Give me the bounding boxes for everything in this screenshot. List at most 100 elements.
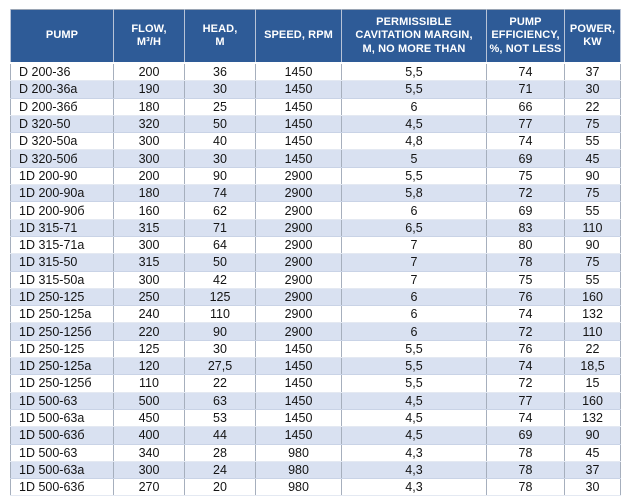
efficiency-cell: 78 <box>486 444 565 462</box>
head-cell: 110 <box>184 305 256 324</box>
cavitation-margin-cell: 6 <box>341 288 487 307</box>
head-cell: 50 <box>184 115 256 134</box>
head-cell: 27,5 <box>184 357 256 376</box>
cavitation-margin-cell: 6 <box>341 201 487 220</box>
power-cell: 37 <box>564 461 621 480</box>
cavitation-margin-cell: 5,5 <box>341 340 487 359</box>
power-cell: 132 <box>564 409 621 428</box>
speed-cell: 1450 <box>255 63 342 82</box>
table-row: D 200-36б 180 25 1450 6 66 22 <box>10 98 621 116</box>
column-header-head: HEAD, M <box>184 9 256 64</box>
flow-cell: 250 <box>113 288 185 307</box>
speed-cell: 1450 <box>255 374 342 393</box>
table-row: 1D 250-125б 220 90 2900 6 72 110 <box>10 322 621 341</box>
efficiency-cell: 74 <box>486 132 565 151</box>
head-cell: 22 <box>184 374 256 393</box>
cavitation-margin-cell: 7 <box>341 236 487 255</box>
flow-cell: 315 <box>113 253 185 272</box>
pump-cell: 1D 500-63 <box>10 392 114 410</box>
flow-cell: 450 <box>113 409 185 428</box>
efficiency-cell: 74 <box>486 305 565 324</box>
power-cell: 30 <box>564 478 621 497</box>
table-row: 1D 250-125a 120 27,5 1450 5,5 74 18,5 <box>10 357 621 376</box>
pump-cell: 1D 500-63 <box>10 444 114 462</box>
table-header: PUMP FLOW, M³/H HEAD, M SPEED, RPM PERMI… <box>10 9 621 64</box>
cavitation-margin-cell: 4,3 <box>341 478 487 497</box>
table-row: 1D 315-50 315 50 2900 7 78 75 <box>10 253 621 272</box>
head-cell: 24 <box>184 461 256 480</box>
cavitation-margin-cell: 4,5 <box>341 115 487 134</box>
power-cell: 55 <box>564 132 621 151</box>
efficiency-cell: 80 <box>486 236 565 255</box>
flow-cell: 110 <box>113 374 185 393</box>
cavitation-margin-cell: 4,8 <box>341 132 487 151</box>
speed-cell: 1450 <box>255 392 342 410</box>
pump-cell: D 200-36б <box>10 98 114 116</box>
power-cell: 160 <box>564 392 621 410</box>
pump-cell: D 320-50 <box>10 115 114 134</box>
efficiency-cell: 75 <box>486 167 565 186</box>
power-cell: 75 <box>564 253 621 272</box>
flow-cell: 300 <box>113 236 185 255</box>
efficiency-cell: 69 <box>486 201 565 220</box>
flow-cell: 300 <box>113 132 185 151</box>
efficiency-cell: 72 <box>486 374 565 393</box>
column-header-cavitation-margin: PERMISSIBLE CAVITATION MARGIN, M, NO MOR… <box>341 9 487 64</box>
cavitation-margin-cell: 5,5 <box>341 167 487 186</box>
speed-cell: 1450 <box>255 340 342 359</box>
pump-cell: 1D 500-63б <box>10 426 114 445</box>
flow-cell: 300 <box>113 461 185 480</box>
efficiency-cell: 77 <box>486 115 565 134</box>
pump-cell: 1D 315-50 <box>10 253 114 272</box>
head-cell: 53 <box>184 409 256 428</box>
power-cell: 75 <box>564 184 621 203</box>
speed-cell: 1450 <box>255 409 342 428</box>
table-row: 1D 200-90a 180 74 2900 5,8 72 75 <box>10 184 621 203</box>
speed-cell: 2900 <box>255 219 342 237</box>
head-cell: 30 <box>184 80 256 99</box>
table-row: 1D 200-90 200 90 2900 5,5 75 90 <box>10 167 621 186</box>
head-cell: 125 <box>184 288 256 307</box>
power-cell: 45 <box>564 149 621 168</box>
head-cell: 90 <box>184 167 256 186</box>
power-cell: 110 <box>564 322 621 341</box>
power-cell: 75 <box>564 115 621 134</box>
cavitation-margin-cell: 4,3 <box>341 444 487 462</box>
column-header-power: POWER, KW <box>564 9 621 64</box>
pump-cell: 1D 315-71a <box>10 236 114 255</box>
flow-cell: 300 <box>113 149 185 168</box>
flow-cell: 500 <box>113 392 185 410</box>
speed-cell: 1450 <box>255 98 342 116</box>
speed-cell: 2900 <box>255 201 342 220</box>
speed-cell: 1450 <box>255 357 342 376</box>
cavitation-margin-cell: 6,5 <box>341 219 487 237</box>
efficiency-cell: 66 <box>486 98 565 116</box>
table-row: 1D 250-125б 110 22 1450 5,5 72 15 <box>10 374 621 393</box>
efficiency-cell: 72 <box>486 184 565 203</box>
pump-cell: 1D 200-90б <box>10 201 114 220</box>
table-row: 1D 315-71 315 71 2900 6,5 83 110 <box>10 219 621 237</box>
cavitation-margin-cell: 5,5 <box>341 80 487 99</box>
speed-cell: 2900 <box>255 167 342 186</box>
cavitation-margin-cell: 5 <box>341 149 487 168</box>
table-row: 1D 200-90б 160 62 2900 6 69 55 <box>10 201 621 220</box>
efficiency-cell: 77 <box>486 392 565 410</box>
pump-cell: 1D 200-90a <box>10 184 114 203</box>
efficiency-cell: 83 <box>486 219 565 237</box>
power-cell: 22 <box>564 98 621 116</box>
head-cell: 20 <box>184 478 256 497</box>
power-cell: 90 <box>564 167 621 186</box>
table-row: D 200-36 200 36 1450 5,5 74 37 <box>10 63 621 82</box>
speed-cell: 2900 <box>255 305 342 324</box>
head-cell: 71 <box>184 219 256 237</box>
pump-cell: 1D 500-63a <box>10 409 114 428</box>
cavitation-margin-cell: 6 <box>341 98 487 116</box>
speed-cell: 2900 <box>255 271 342 289</box>
head-cell: 44 <box>184 426 256 445</box>
power-cell: 55 <box>564 271 621 289</box>
head-cell: 62 <box>184 201 256 220</box>
speed-cell: 2900 <box>255 288 342 307</box>
table-row: 1D 250-125 125 30 1450 5,5 76 22 <box>10 340 621 359</box>
flow-cell: 220 <box>113 322 185 341</box>
speed-cell: 980 <box>255 461 342 480</box>
